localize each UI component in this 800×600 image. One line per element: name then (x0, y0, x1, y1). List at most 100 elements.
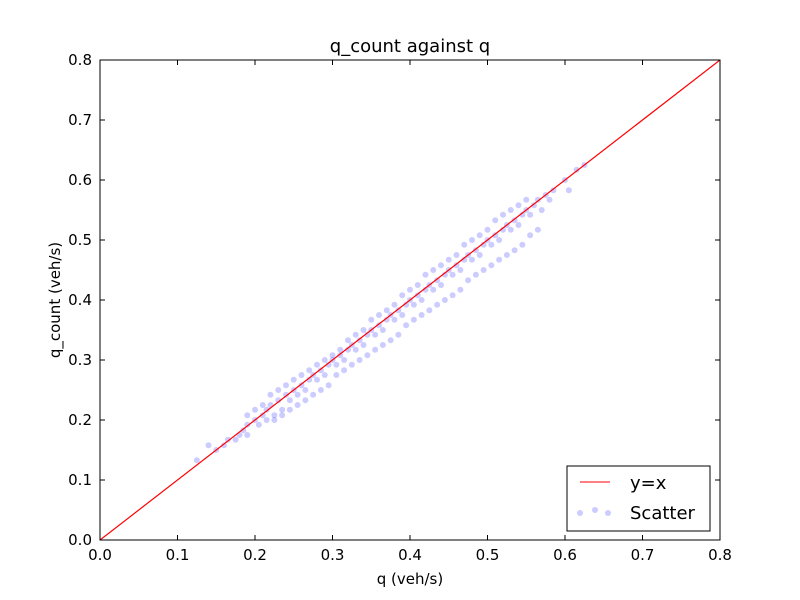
scatter-point (317, 367, 324, 374)
scatter-point (500, 211, 506, 218)
scatter-point (391, 301, 398, 308)
scatter-point (476, 232, 483, 239)
scatter-point (418, 297, 425, 303)
scatter-point (306, 367, 313, 374)
scatter-point (441, 271, 448, 278)
legend: y=x Scatter (566, 465, 711, 532)
scatter-point (507, 207, 514, 213)
legend-box (566, 465, 711, 532)
scatter-point (500, 226, 506, 233)
scatter-point (244, 412, 251, 419)
scatter-point (379, 327, 386, 333)
scatter-point (449, 292, 456, 299)
scatter-point (410, 316, 417, 323)
scatter-point (205, 442, 212, 449)
chart-title: q_count against q (330, 36, 490, 57)
scatter-point (364, 352, 371, 359)
y-tick-label: 0.2 (68, 411, 92, 429)
scatter-point (348, 361, 355, 368)
scatter-point (352, 331, 359, 338)
scatter-point (461, 256, 468, 263)
x-tick-label: 0.3 (321, 546, 345, 564)
scatter-point (372, 346, 379, 353)
x-axis-label: q (veh/s) (377, 570, 443, 588)
scatter-point (325, 382, 332, 389)
scatter-point (317, 387, 324, 393)
scatter-point (523, 196, 530, 203)
scatter-point (472, 271, 479, 278)
scatter-point (321, 372, 328, 378)
scatter-point (329, 352, 336, 359)
reference-line-series (100, 60, 720, 540)
scatter-point (271, 412, 278, 419)
reference-line (100, 60, 720, 540)
scatter-point (496, 256, 503, 263)
scatter-point (403, 301, 410, 308)
legend-scatter-swatch (577, 507, 611, 516)
x-axis: 0.0 0.1 0.2 0.3 0.4 0.5 0.6 0.7 0.8 (88, 60, 732, 564)
y-tick-label: 0.5 (68, 231, 92, 249)
scatter-point (259, 412, 266, 419)
scatter-point (360, 327, 367, 333)
scatter-point (341, 357, 348, 363)
y-tick-label: 0.8 (68, 51, 92, 69)
scatter-point (314, 376, 320, 383)
scatter-point (453, 252, 460, 258)
scatter-point (395, 331, 402, 338)
scatter-point (383, 307, 390, 314)
scatter-point (519, 211, 526, 218)
scatter-series (193, 162, 588, 464)
scatter-point (565, 187, 572, 194)
scatter-point (271, 417, 278, 423)
scatter-point (414, 282, 421, 288)
scatter-point (534, 226, 541, 233)
scatter-point (507, 226, 514, 233)
scatter-point (376, 312, 382, 318)
scatter-point (306, 376, 313, 383)
scatter-point (410, 301, 417, 308)
scatter-point (488, 262, 495, 269)
scatter-point (341, 367, 348, 374)
scatter-point (244, 421, 251, 428)
legend-label-scatter: Scatter (630, 503, 696, 524)
scatter-point (356, 357, 363, 363)
scatter-point (418, 312, 425, 318)
scatter-point (294, 391, 301, 398)
scatter-point (453, 262, 460, 269)
scatter-point (321, 357, 328, 363)
scatter-point (476, 252, 483, 258)
scatter-point (496, 237, 503, 243)
scatter-point (302, 397, 309, 404)
scatter-point (445, 256, 452, 263)
scatter-point (337, 352, 344, 359)
scatter-point (298, 372, 305, 378)
y-tick-label: 0.1 (68, 471, 92, 489)
scatter-point (286, 397, 293, 404)
scatter-point (294, 402, 301, 408)
x-tick-label: 0.1 (166, 546, 190, 564)
scatter-point (325, 361, 332, 368)
scatter-point (224, 436, 231, 443)
scatter-point (434, 277, 441, 284)
y-tick-label: 0.7 (68, 111, 92, 129)
scatter-point (314, 361, 320, 368)
scatter-point (395, 307, 402, 314)
scatter-point (430, 286, 437, 293)
scatter-point (480, 241, 487, 248)
scatter-point (364, 331, 371, 338)
scatter-point (379, 342, 386, 348)
scatter-point (434, 301, 441, 308)
scatter-point (550, 187, 557, 194)
scatter-point (352, 346, 359, 353)
x-tick-label: 0.6 (553, 546, 577, 564)
scatter-point (469, 256, 475, 263)
scatter-point (275, 397, 282, 404)
scatter-point (345, 337, 351, 344)
scatter-point (492, 232, 499, 239)
scatter-point (263, 406, 270, 413)
scatter-point (298, 382, 305, 389)
scatter-point (286, 406, 293, 413)
scatter-point (457, 267, 464, 273)
scatter-point (449, 271, 456, 278)
scatter-point (310, 391, 317, 398)
